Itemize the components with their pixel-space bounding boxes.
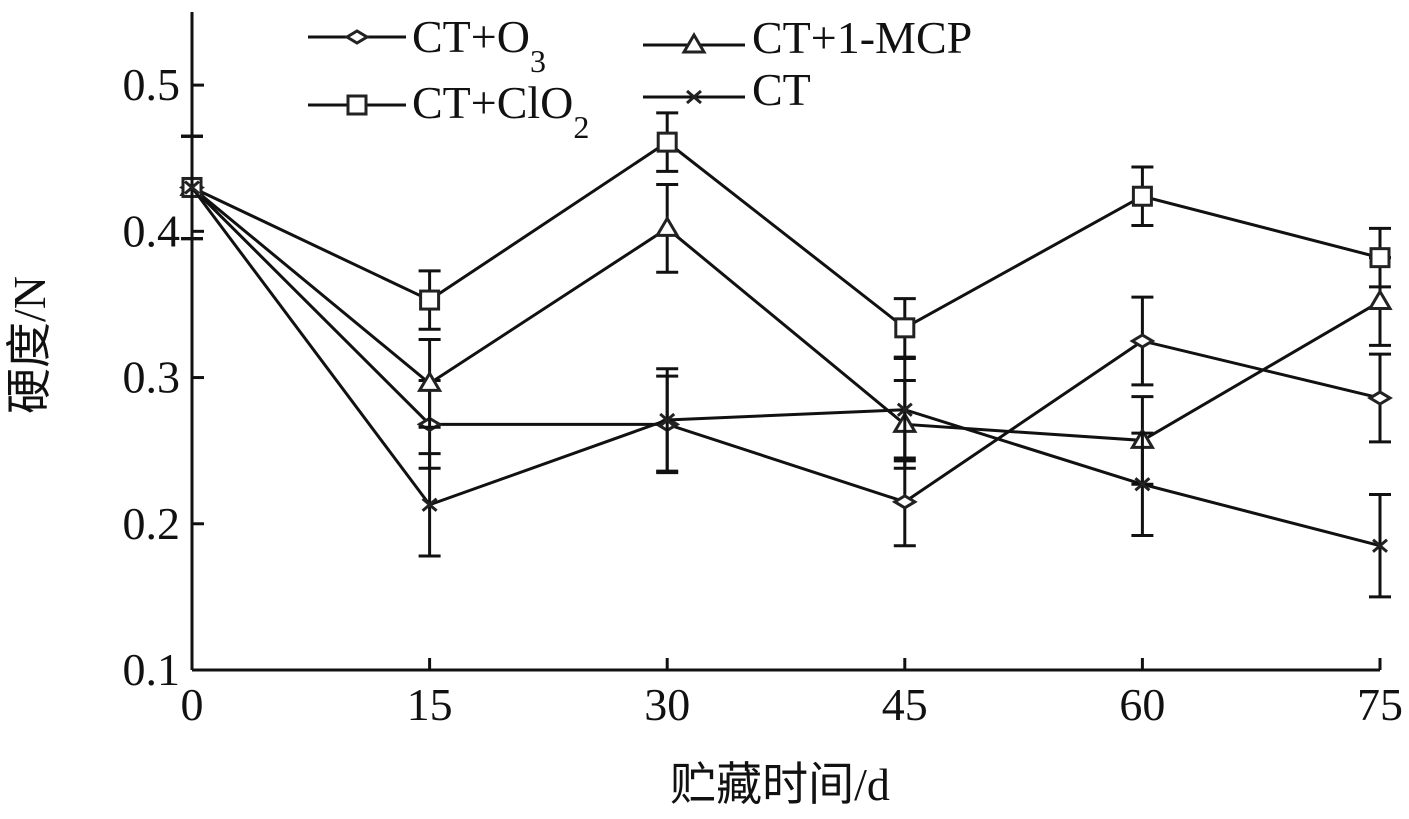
legend-label-subscript: 2 <box>573 109 589 145</box>
data-point <box>891 494 918 510</box>
legend-marker <box>681 32 707 54</box>
x-tick-label: 30 <box>644 679 690 730</box>
series-line <box>191 140 1381 330</box>
series-2 <box>181 111 1391 359</box>
data-point <box>421 497 438 512</box>
data-point <box>1134 477 1151 492</box>
legend-entry: CT <box>643 64 811 115</box>
legend-label: CT+O3 <box>412 11 546 79</box>
series-line <box>190 186 1381 504</box>
legend-label-subscript: 3 <box>530 43 546 79</box>
axes <box>190 12 1380 672</box>
legend-entry: CT+ClO2 <box>308 77 589 145</box>
axis-ticks: 0.1 0.2 0.3 0.4 0.5 0 15 30 45 60 75 <box>123 59 1404 730</box>
data-point <box>656 131 678 153</box>
data-point <box>1367 390 1393 406</box>
x-tick-label: 15 <box>407 679 453 730</box>
data-point <box>894 317 916 339</box>
y-tick-label: 0.5 <box>123 59 181 110</box>
legend: CT+O3 CT+1-MCP CT+ClO2 CT <box>308 11 972 145</box>
data-point <box>1129 333 1156 349</box>
legend-label: CT+ClO2 <box>412 77 589 145</box>
x-axis-title: 贮藏时间/d <box>670 759 890 810</box>
legend-marker <box>344 29 370 45</box>
legend-entry: CT+1-MCP <box>643 12 972 63</box>
y-axis-title: 硬度/N <box>4 276 55 414</box>
data-point <box>419 289 441 311</box>
legend-marker <box>346 94 368 116</box>
data-point <box>1367 288 1393 311</box>
data-point <box>1369 247 1391 269</box>
y-tick-label: 0.4 <box>123 205 181 256</box>
data-point <box>659 412 676 428</box>
x-tick-label: 0 <box>181 679 204 730</box>
data-point <box>416 370 443 392</box>
data-point <box>184 180 200 195</box>
series-0 <box>179 134 1393 548</box>
x-tick-label: 75 <box>1357 679 1403 730</box>
series-3 <box>181 134 1391 599</box>
y-tick-label: 0.3 <box>123 352 181 403</box>
legend-label: CT+1-MCP <box>752 12 972 63</box>
legend-marker <box>686 89 702 105</box>
data-point <box>654 215 680 237</box>
x-tick-label: 45 <box>882 679 928 730</box>
data-point <box>1131 185 1153 207</box>
y-tick-label: 0.1 <box>123 644 181 695</box>
series-1 <box>179 134 1393 486</box>
series-line <box>190 186 1381 548</box>
series-layer <box>179 111 1393 599</box>
legend-entry: CT+O3 <box>308 11 546 79</box>
data-point <box>896 402 913 417</box>
x-tick-label: 60 <box>1119 679 1165 730</box>
data-point <box>1372 538 1388 553</box>
series-line <box>191 186 1381 442</box>
y-tick-label: 0.2 <box>123 498 181 549</box>
legend-label: CT <box>752 64 811 115</box>
